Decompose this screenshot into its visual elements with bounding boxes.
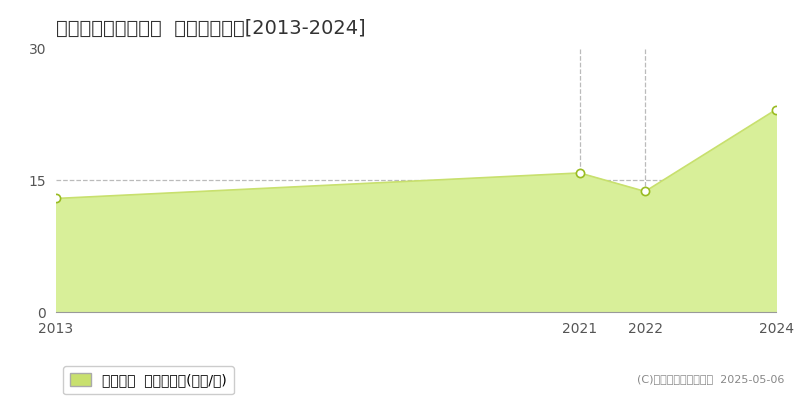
Legend: 土地価格  平均坤単価(万円/坤): 土地価格 平均坤単価(万円/坤) xyxy=(63,366,234,394)
Point xyxy=(50,195,62,202)
Point xyxy=(770,106,782,113)
Text: たつの市龍野町本町  土地価格推移[2013-2024]: たつの市龍野町本町 土地価格推移[2013-2024] xyxy=(56,19,366,38)
Point xyxy=(574,170,586,176)
Point xyxy=(638,188,651,195)
Text: (C)土地価格ドットコム  2025-05-06: (C)土地価格ドットコム 2025-05-06 xyxy=(637,374,784,384)
